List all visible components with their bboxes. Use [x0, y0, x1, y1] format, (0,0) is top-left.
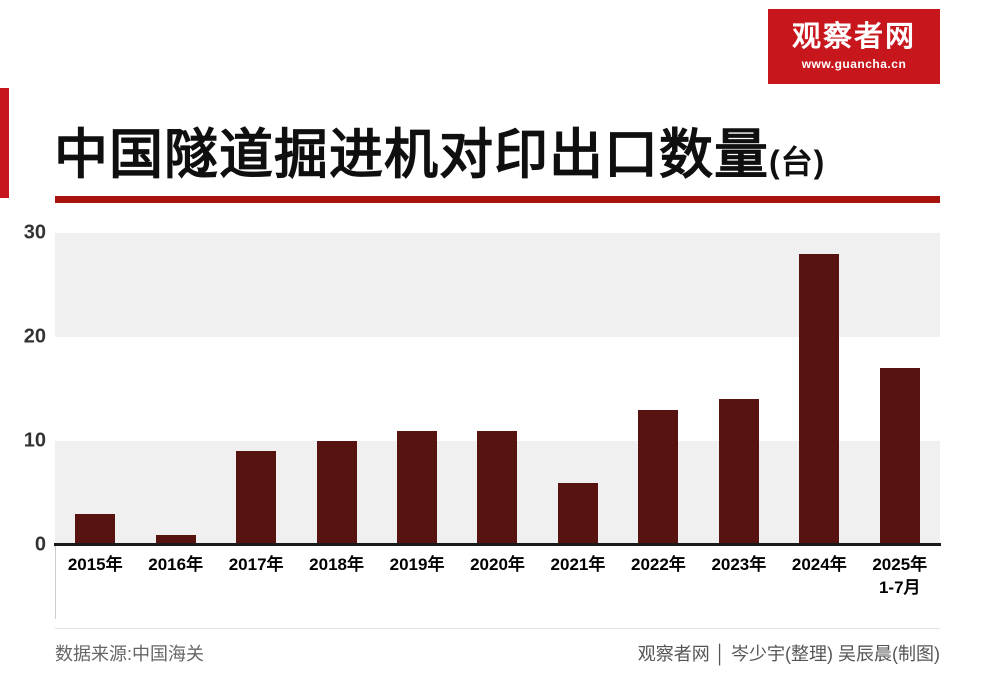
- x-tick-label: 2023年: [711, 555, 767, 574]
- bar-2018年: [316, 441, 357, 545]
- footer-divider: [55, 628, 940, 629]
- logo-url: www.guancha.cn: [801, 56, 907, 71]
- x-tick-label: 2018年: [309, 555, 364, 574]
- logo-title: 观察者网: [791, 21, 916, 54]
- x-tick-label: 2024年: [791, 555, 847, 574]
- bar-slot: [296, 233, 376, 545]
- bar-2019年: [397, 430, 438, 545]
- bar-2023年: [718, 399, 759, 545]
- bar-2020年: [477, 430, 518, 545]
- bar-slot: [457, 233, 537, 545]
- x-tick-label: 2025年 1-7月: [872, 555, 928, 597]
- footer: 数据来源:中国海关 观察者网 │ 岑少宇(整理) 吴辰晨(制图): [55, 640, 940, 666]
- y-tick-label: 0: [34, 533, 46, 556]
- x-tick-label: 2019年: [389, 555, 445, 574]
- y-tick-label: 10: [23, 429, 46, 452]
- bar-slot: [377, 233, 457, 545]
- bar-2022年: [638, 409, 679, 545]
- bar-2021年: [557, 482, 598, 545]
- bar-2016年: [155, 534, 196, 545]
- data-source-label: 数据来源:中国海关: [55, 644, 205, 664]
- page-title-text: 中国隧道掘进机对印出口数量: [54, 125, 769, 185]
- y-tick-label: 30: [23, 221, 46, 244]
- left-accent-bar: [0, 88, 9, 198]
- bar-2017年: [236, 451, 277, 545]
- x-axis-baseline: [54, 543, 941, 546]
- page-title: 中国隧道掘进机对印出口数量(台): [54, 110, 825, 189]
- plot-area: [55, 233, 940, 545]
- y-axis-labels: 0 10 20 30: [10, 222, 46, 556]
- bar-slot: [860, 233, 940, 545]
- bar-slot: [618, 233, 698, 545]
- bar-slot: [216, 233, 296, 545]
- bar-2015年: [75, 513, 116, 545]
- bar-2025年: [879, 368, 920, 545]
- x-tick-label: 2017年: [228, 555, 284, 574]
- bar-slot: [538, 233, 618, 545]
- credits-label: 观察者网 │ 岑少宇(整理) 吴辰晨(制图): [637, 644, 940, 664]
- page-title-unit: (台): [769, 144, 826, 180]
- bar-slot: [55, 233, 135, 545]
- bar-slot: [779, 233, 859, 545]
- bar-slot: [699, 233, 779, 545]
- x-tick-label: 2015年: [67, 555, 123, 574]
- x-tick-label: 2016年: [148, 555, 204, 574]
- title-underline: [55, 196, 940, 203]
- y-tick-label: 20: [23, 325, 46, 348]
- guancha-logo: 观察者网 www.guancha.cn: [768, 9, 940, 84]
- x-tick-label: 2022年: [630, 555, 686, 574]
- x-tick-label: 2021年: [550, 555, 606, 574]
- bar-2024年: [799, 253, 840, 545]
- bar-slot: [135, 233, 215, 545]
- x-tick-label: 2020年: [470, 555, 525, 574]
- x-axis-labels: 2015年 2016年 2017年 2018年 2019年 2020年 2021年 2022年…: [55, 554, 940, 600]
